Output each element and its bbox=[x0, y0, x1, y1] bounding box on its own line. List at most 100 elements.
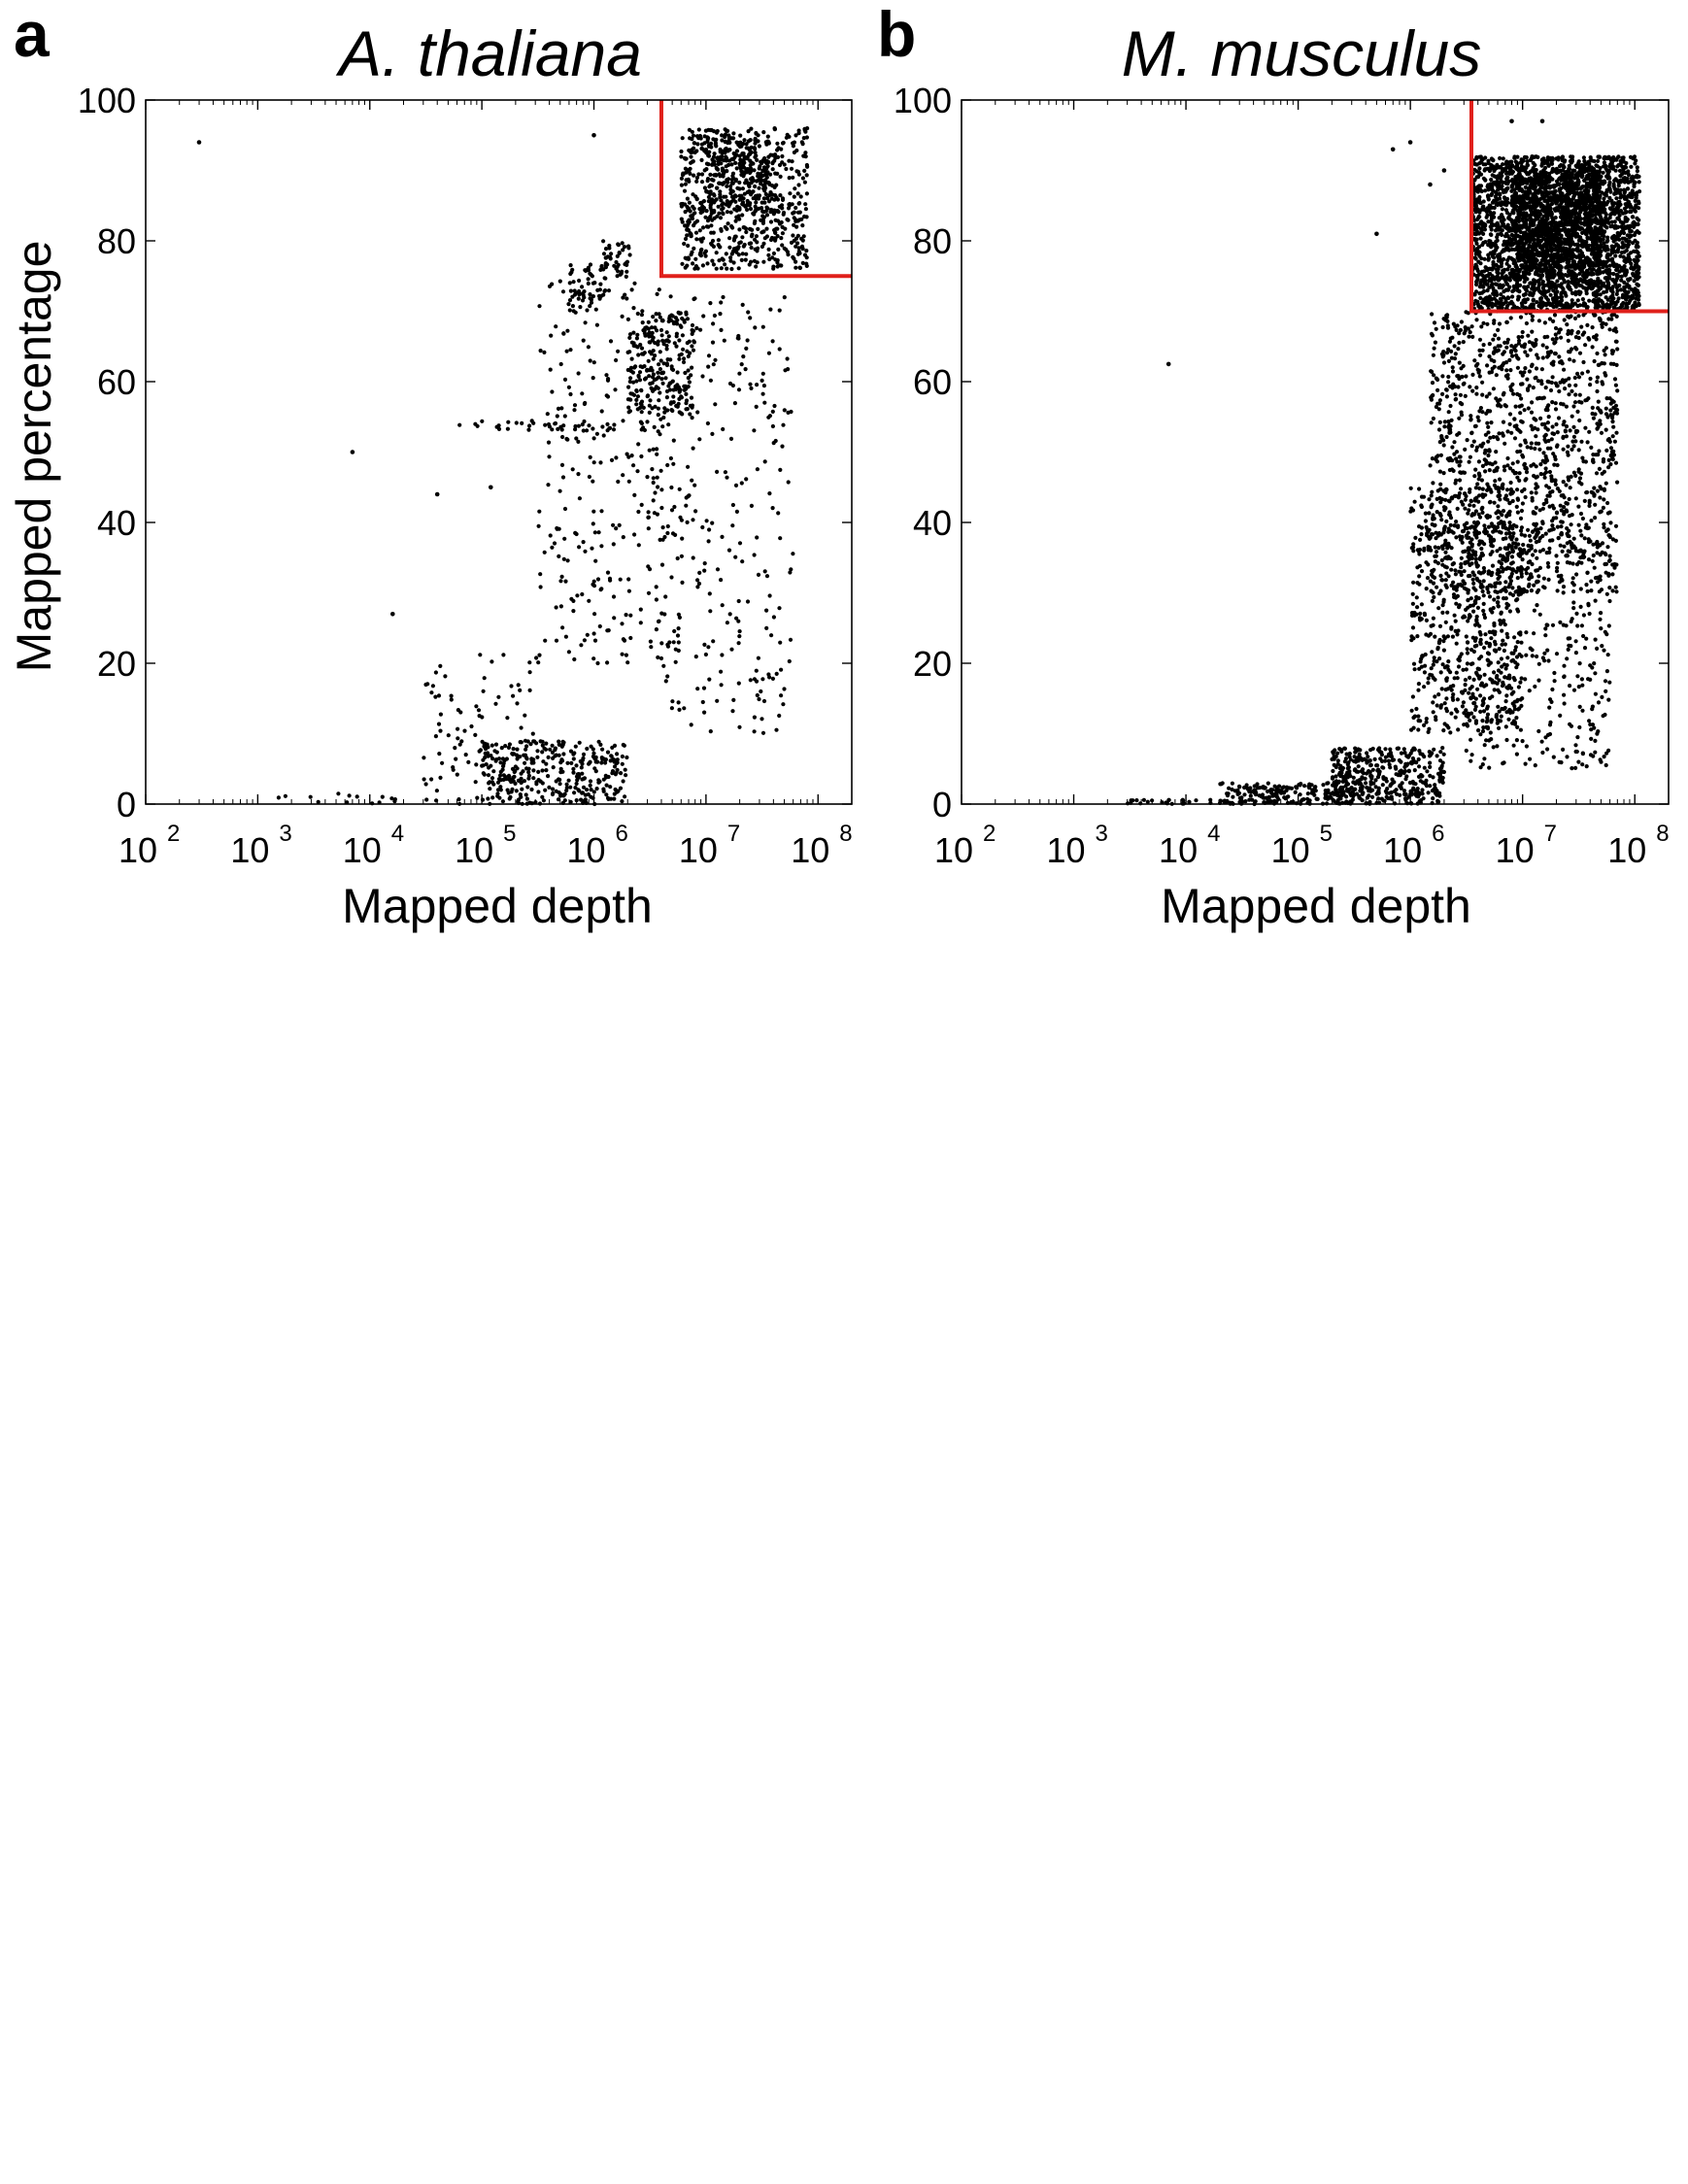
scatter-point bbox=[694, 325, 699, 331]
scatter-point bbox=[562, 536, 567, 541]
x-tick-label: 10 bbox=[343, 830, 382, 870]
scatter-point bbox=[645, 367, 650, 372]
scatter-point bbox=[1573, 285, 1578, 289]
scatter-point bbox=[558, 424, 563, 429]
scatter-point bbox=[770, 152, 776, 157]
scatter-point bbox=[1581, 155, 1586, 160]
scatter-point bbox=[483, 751, 488, 756]
scatter-point bbox=[1510, 294, 1515, 299]
scatter-point bbox=[660, 338, 665, 343]
scatter-point bbox=[671, 394, 676, 399]
scatter-point bbox=[1615, 243, 1621, 248]
x-tick-label: 10 bbox=[230, 830, 269, 870]
scatter-point bbox=[1473, 252, 1478, 256]
scatter-point bbox=[562, 506, 568, 512]
scatter-point bbox=[1624, 272, 1629, 277]
scatter-point bbox=[1539, 157, 1544, 162]
scatter-point bbox=[596, 739, 601, 744]
scatter-point bbox=[1604, 187, 1609, 192]
scatter-point bbox=[691, 446, 695, 451]
scatter-point bbox=[524, 796, 530, 801]
scatter-point bbox=[749, 503, 755, 509]
scatter-point bbox=[583, 400, 588, 406]
scatter-point bbox=[609, 457, 615, 462]
scatter-point bbox=[1621, 245, 1626, 250]
scatter-point bbox=[628, 613, 633, 618]
scatter-point bbox=[1630, 215, 1635, 219]
scatter-point bbox=[1609, 156, 1614, 161]
scatter-point bbox=[671, 438, 676, 443]
scatter-point bbox=[767, 414, 773, 419]
scatter-point bbox=[1629, 209, 1634, 215]
scatter-point bbox=[686, 385, 691, 389]
scatter-point bbox=[574, 763, 579, 768]
scatter-point bbox=[523, 760, 527, 765]
scatter-point bbox=[716, 243, 721, 248]
scatter-point bbox=[1614, 291, 1619, 296]
scatter-point bbox=[550, 750, 556, 755]
scatter-point bbox=[658, 358, 663, 363]
scatter-point bbox=[596, 778, 601, 783]
scatter-point bbox=[1562, 305, 1567, 310]
scatter-point bbox=[804, 162, 810, 168]
scatter-point bbox=[612, 616, 617, 621]
scatter-point bbox=[656, 339, 660, 344]
scatter-point bbox=[638, 364, 643, 369]
scatter-point bbox=[636, 509, 641, 515]
scatter-point bbox=[674, 331, 680, 336]
scatter-point bbox=[775, 234, 780, 239]
scatter-point bbox=[721, 294, 726, 300]
scatter-point bbox=[776, 247, 781, 252]
scatter-point bbox=[570, 267, 575, 272]
scatter-point bbox=[534, 741, 539, 746]
scatter-point bbox=[1534, 167, 1538, 173]
scatter-point bbox=[675, 633, 681, 638]
scatter-point bbox=[506, 420, 511, 424]
scatter-point bbox=[616, 242, 621, 247]
scatter-point bbox=[543, 638, 548, 643]
scatter-point bbox=[591, 426, 595, 431]
scatter-point bbox=[531, 776, 536, 781]
scatter-point bbox=[625, 367, 630, 373]
scatter-point bbox=[1474, 169, 1479, 174]
scatter-point bbox=[728, 436, 734, 441]
scatter-point bbox=[1483, 296, 1488, 302]
scatter-point bbox=[538, 349, 543, 353]
scatter-point bbox=[617, 522, 622, 528]
scatter-point bbox=[1627, 301, 1632, 306]
scatter-point bbox=[694, 218, 700, 223]
scatter-point bbox=[1553, 290, 1558, 295]
scatter-point bbox=[1523, 165, 1528, 170]
scatter-point bbox=[510, 766, 516, 772]
scatter-point bbox=[1615, 250, 1620, 254]
scatter-point bbox=[788, 191, 793, 196]
scatter-point bbox=[538, 572, 543, 577]
scatter-point bbox=[554, 779, 558, 784]
scatter-point bbox=[680, 333, 686, 338]
scatter-point bbox=[1546, 288, 1551, 293]
scatter-point bbox=[748, 138, 753, 143]
scatter-point bbox=[572, 288, 577, 293]
scatter-point bbox=[473, 780, 478, 785]
scatter-point bbox=[736, 619, 741, 623]
scatter-point bbox=[554, 638, 559, 643]
scatter-point bbox=[772, 403, 777, 409]
scatter-point bbox=[760, 730, 766, 735]
scatter-point bbox=[635, 407, 640, 412]
scatter-point bbox=[1498, 257, 1502, 263]
scatter-point bbox=[481, 689, 486, 693]
scatter-point bbox=[1601, 170, 1605, 175]
scatter-point bbox=[770, 409, 775, 414]
scatter-point bbox=[538, 585, 543, 589]
scatter-point bbox=[639, 313, 645, 318]
scatter-point bbox=[1621, 292, 1626, 297]
scatter-point bbox=[703, 148, 709, 152]
scatter-point bbox=[681, 359, 687, 365]
scatter-point bbox=[556, 406, 561, 411]
scatter-point bbox=[598, 460, 603, 465]
scatter-point bbox=[716, 238, 722, 243]
scatter-point bbox=[1626, 172, 1632, 178]
scatter-point bbox=[1513, 159, 1518, 164]
scatter-point bbox=[1562, 159, 1567, 164]
scatter-point bbox=[540, 750, 545, 755]
